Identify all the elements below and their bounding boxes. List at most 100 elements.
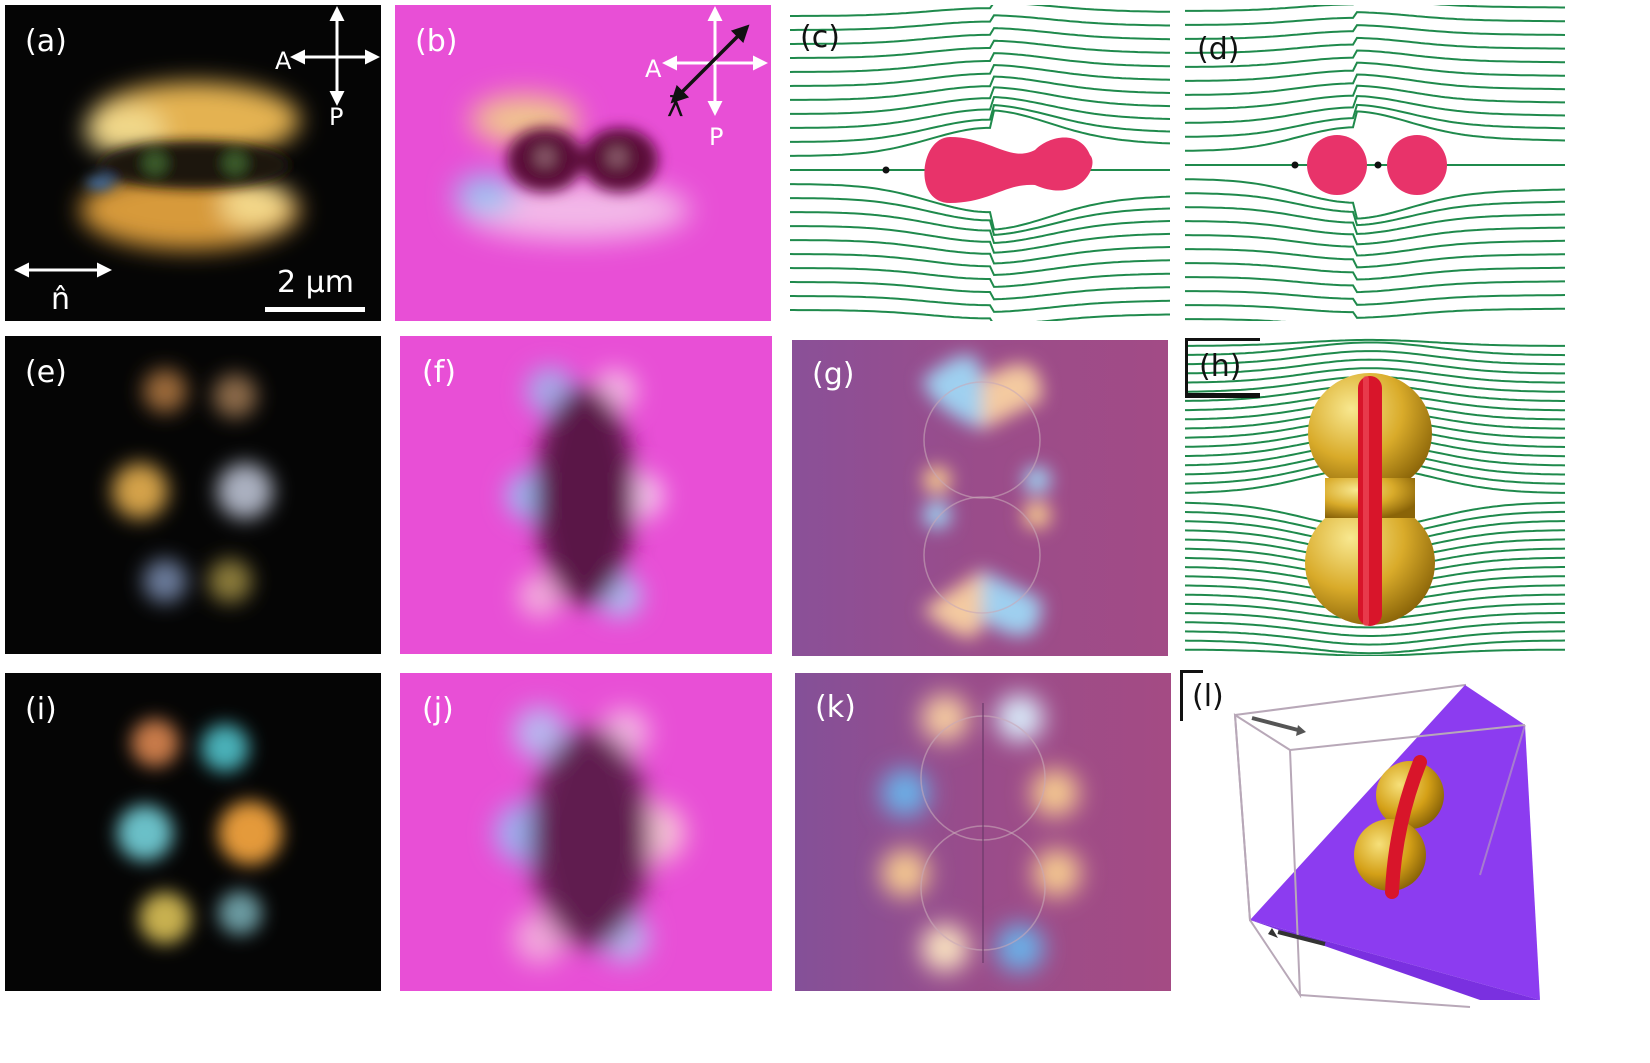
panel-h: (h) bbox=[1185, 338, 1565, 656]
director-line bbox=[1185, 36, 1565, 54]
point-defect bbox=[882, 166, 890, 174]
panel-c: (c) bbox=[790, 5, 1170, 321]
panel-h-rendering bbox=[1185, 338, 1565, 656]
panel-c-label: (c) bbox=[800, 20, 840, 55]
panel-j-label: (j) bbox=[422, 692, 454, 727]
director-line bbox=[1185, 318, 1287, 321]
director-line bbox=[790, 95, 1170, 129]
director-line bbox=[790, 253, 1170, 277]
director-line bbox=[790, 267, 1170, 288]
director-line bbox=[1185, 276, 1565, 294]
director-line bbox=[1185, 341, 1565, 357]
scale-bar-label: 2 μm bbox=[277, 265, 354, 300]
director-line bbox=[1185, 11, 1565, 26]
director-line bbox=[1185, 178, 1565, 220]
panel-b-micrograph bbox=[455, 95, 690, 240]
wave-plate-label: λ bbox=[667, 90, 684, 123]
polarizer-label-b: P bbox=[709, 123, 724, 151]
point-defect bbox=[1374, 161, 1382, 169]
director-line bbox=[1185, 639, 1565, 655]
panel-l-label: (l) bbox=[1192, 679, 1224, 714]
director-line bbox=[1185, 24, 1565, 40]
director-line bbox=[1185, 358, 1565, 375]
director-line bbox=[790, 295, 1170, 313]
panel-i-label: (i) bbox=[25, 692, 57, 727]
point-defect bbox=[1291, 161, 1299, 169]
director-line bbox=[790, 225, 1170, 254]
panel-i-micrograph bbox=[117, 719, 282, 944]
analyzer-label: A bbox=[275, 47, 292, 75]
panel-j-micrograph bbox=[495, 707, 685, 964]
panel-e-label: (e) bbox=[25, 355, 67, 390]
director-line bbox=[1185, 206, 1565, 236]
panel-h-label-box bbox=[1185, 338, 1260, 398]
panel-b: (b) A P λ bbox=[395, 5, 771, 321]
panel-l-label-box bbox=[1180, 670, 1203, 721]
director-line bbox=[1185, 234, 1565, 257]
polarizer-label: P bbox=[329, 103, 344, 131]
director-line bbox=[1185, 630, 1565, 646]
director-line bbox=[1185, 367, 1565, 384]
director-line bbox=[790, 239, 1170, 265]
director-line bbox=[790, 86, 1170, 115]
dimer-particle bbox=[924, 137, 1093, 203]
panel-f: (f) bbox=[400, 336, 772, 654]
panel-l-rendering bbox=[1233, 683, 1540, 1008]
director-line bbox=[790, 309, 1170, 321]
panel-k-label: (k) bbox=[815, 690, 856, 725]
panel-e: (e) bbox=[5, 336, 381, 654]
director-line bbox=[1185, 110, 1565, 152]
director-line bbox=[1185, 290, 1565, 306]
director-line bbox=[1185, 103, 1565, 138]
director-line bbox=[1185, 304, 1565, 319]
director-line bbox=[1185, 621, 1565, 637]
director-line bbox=[1185, 262, 1565, 281]
panel-f-label: (f) bbox=[422, 355, 456, 390]
director-line bbox=[1185, 350, 1565, 366]
panel-k: (k) bbox=[795, 673, 1171, 991]
panel-a-micrograph bbox=[80, 82, 300, 250]
panel-f-micrograph bbox=[506, 367, 664, 618]
panel-l: (l) bbox=[1180, 670, 1565, 1010]
panel-d-label: (d) bbox=[1197, 32, 1240, 67]
panel-d-director-field bbox=[1185, 5, 1565, 321]
director-line bbox=[790, 52, 1170, 73]
panel-k-simulation bbox=[795, 673, 1171, 991]
panel-g: (g) bbox=[792, 340, 1168, 656]
panel-d: (d) bbox=[1185, 5, 1565, 321]
director-line bbox=[1185, 49, 1565, 68]
dimer-particle bbox=[1354, 755, 1444, 899]
director-line bbox=[790, 109, 1170, 157]
director-line bbox=[790, 27, 1170, 45]
analyzer-label-b: A bbox=[645, 55, 662, 83]
director-label: n̂ bbox=[51, 282, 71, 317]
director-line bbox=[1185, 61, 1565, 82]
director-line bbox=[1185, 94, 1565, 124]
dimer-particle bbox=[1305, 373, 1435, 626]
panel-b-label: (b) bbox=[415, 24, 458, 59]
panel-e-micrograph bbox=[112, 369, 273, 603]
director-line bbox=[1185, 338, 1565, 347]
director-line bbox=[790, 14, 1170, 31]
director-line bbox=[1185, 73, 1565, 96]
panel-h-label: (h) bbox=[1199, 349, 1242, 384]
panel-i: (i) bbox=[5, 673, 381, 991]
director-line bbox=[790, 39, 1170, 59]
director-line bbox=[790, 183, 1170, 231]
director-line bbox=[1185, 84, 1565, 110]
director-line bbox=[790, 281, 1170, 301]
panel-c-director-field bbox=[790, 5, 1170, 321]
director-line bbox=[790, 211, 1170, 245]
director-line bbox=[1185, 192, 1565, 227]
scale-bar bbox=[265, 307, 365, 312]
panel-a-label: (a) bbox=[25, 24, 67, 59]
panel-a: (a) A P n̂ 2 μm bbox=[5, 5, 381, 321]
panel-g-label: (g) bbox=[812, 357, 855, 392]
sphere-particle bbox=[1387, 135, 1447, 195]
wave-plate-arrows bbox=[662, 5, 768, 116]
panel-j: (j) bbox=[400, 673, 772, 991]
director-line bbox=[1185, 612, 1565, 629]
director-line bbox=[790, 197, 1170, 236]
director-line bbox=[1185, 5, 1565, 12]
director-line bbox=[790, 104, 1170, 143]
